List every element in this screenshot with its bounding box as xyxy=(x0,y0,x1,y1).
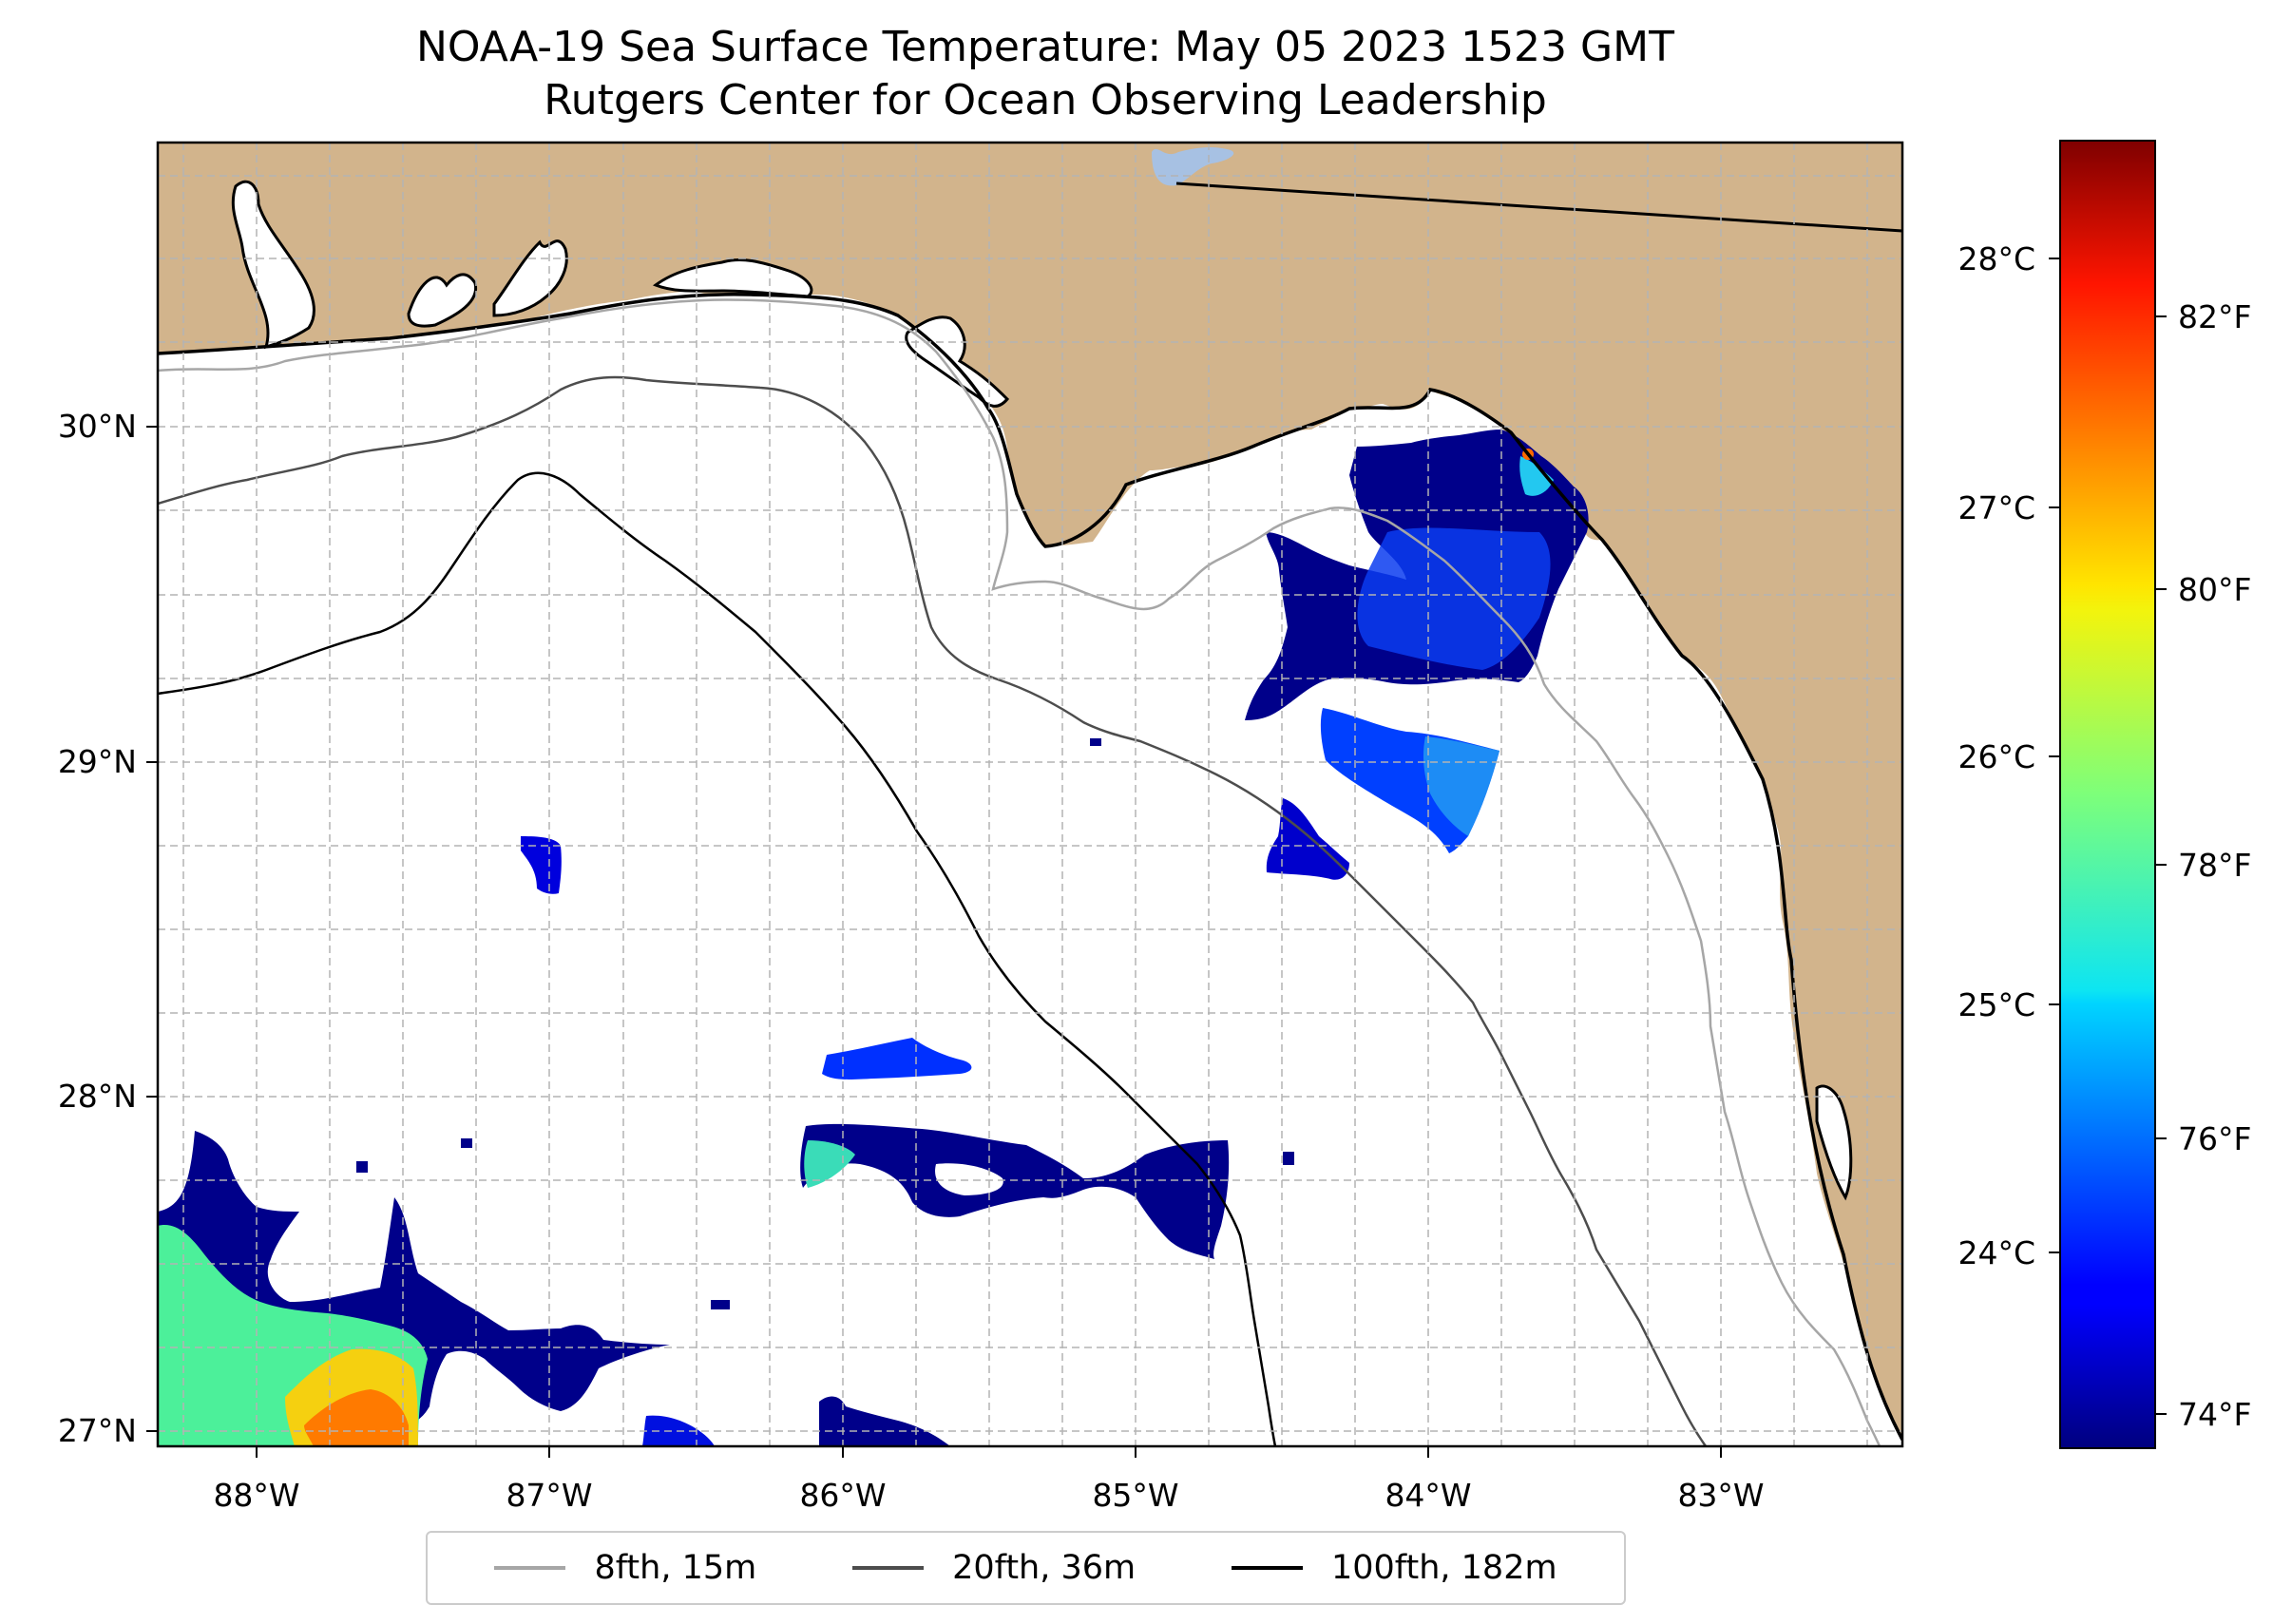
colorbar: 28°C 27°C 26°C 25°C 24°C 82°F 80°F 78°F … xyxy=(1958,140,2251,1449)
tampa-bay xyxy=(1815,1084,1853,1201)
x-tick-83w: 83°W xyxy=(1677,1477,1764,1514)
y-tick-29n: 29°N xyxy=(58,743,137,780)
y-tick-30n: 30°N xyxy=(58,408,137,445)
contour-legend: 8fth, 15m 20fth, 36m 100fth, 182m xyxy=(426,1531,1626,1605)
colorbar-label-76f: 76°F xyxy=(2178,1120,2251,1157)
sst-dot-4 xyxy=(461,1138,472,1148)
colorbar-label-27c: 27°C xyxy=(1958,489,2035,526)
colorbar-label-28c: 28°C xyxy=(1958,240,2035,277)
sst-patch-center-2 xyxy=(800,1123,1230,1259)
choctawhatchee-bay xyxy=(492,239,568,317)
coastline xyxy=(158,293,1902,1441)
sst-patch-center-2-hole xyxy=(935,1163,1003,1195)
legend-item-100fth: 100fth, 182m xyxy=(1231,1549,1557,1587)
sst-patch-big-bend-warm xyxy=(1357,527,1551,670)
y-tick-27n: 27°N xyxy=(58,1412,137,1449)
gridlines xyxy=(158,143,1902,1446)
pensacola-bay xyxy=(407,273,478,328)
colorbar-label-25c: 25°C xyxy=(1958,986,2035,1023)
contour-20fth-36m xyxy=(158,375,1708,1446)
sst-dot-3 xyxy=(1283,1152,1294,1165)
map-subtitle: Rutgers Center for Ocean Observing Leade… xyxy=(544,76,1547,124)
x-tick-84w: 84°W xyxy=(1385,1477,1471,1514)
map-title: NOAA-19 Sea Surface Temperature: May 05 … xyxy=(416,23,1674,71)
colorbar-label-82f: 82°F xyxy=(2178,298,2251,335)
x-tick-85w: 85°W xyxy=(1092,1477,1178,1514)
legend-label-100fth: 100fth, 182m xyxy=(1330,1549,1557,1587)
legend-swatch-dark-gray xyxy=(852,1566,925,1570)
sst-patch-south-2 xyxy=(819,1396,950,1446)
colorbar-label-74f: 74°F xyxy=(2178,1396,2251,1433)
sst-data-patches xyxy=(158,430,1589,1446)
apalachicola-bay xyxy=(905,315,1010,408)
x-tick-86w: 86°W xyxy=(799,1477,886,1514)
sst-patch-center-1 xyxy=(822,1038,972,1079)
colorbar-label-24c: 24°C xyxy=(1958,1234,2035,1271)
st-andrew-bay xyxy=(652,258,813,298)
legend-item-8fth: 8fth, 15m xyxy=(494,1549,756,1587)
colorbar-label-78f: 78°F xyxy=(2178,847,2251,884)
legend-swatch-light-gray xyxy=(494,1566,566,1570)
map-frame xyxy=(156,141,1904,1448)
legend-item-20fth: 20fth, 36m xyxy=(852,1549,1136,1587)
colorbar-label-80f: 80°F xyxy=(2178,571,2251,608)
colorbar-gradient xyxy=(2059,140,2156,1449)
x-tick-88w: 88°W xyxy=(213,1477,299,1514)
colorbar-label-26c: 26°C xyxy=(1958,738,2035,775)
x-tick-87w: 87°W xyxy=(506,1477,592,1514)
contour-100fth-182m xyxy=(158,471,1277,1446)
sst-patch-center-2-green xyxy=(804,1140,855,1188)
sst-dot-1 xyxy=(1090,738,1101,746)
sst-dot-5 xyxy=(356,1161,368,1173)
legend-swatch-black xyxy=(1231,1566,1303,1570)
axis-ticks xyxy=(146,426,1722,1458)
land-northern-gulf-coast xyxy=(158,143,1902,1440)
sst-patch-coastal-warm xyxy=(1519,456,1554,496)
contour-8fth-15m xyxy=(158,298,1881,1446)
legend-label-20fth: 20fth, 36m xyxy=(952,1549,1136,1587)
legend-label-8fth: 8fth, 15m xyxy=(594,1549,757,1587)
state-boundary xyxy=(1175,182,1902,233)
mobile-bay xyxy=(231,180,315,350)
y-tick-28n: 28°N xyxy=(58,1078,137,1115)
sst-dot-2 xyxy=(711,1300,730,1309)
map-area xyxy=(158,143,1902,1446)
sst-patch-north-center xyxy=(521,836,562,894)
